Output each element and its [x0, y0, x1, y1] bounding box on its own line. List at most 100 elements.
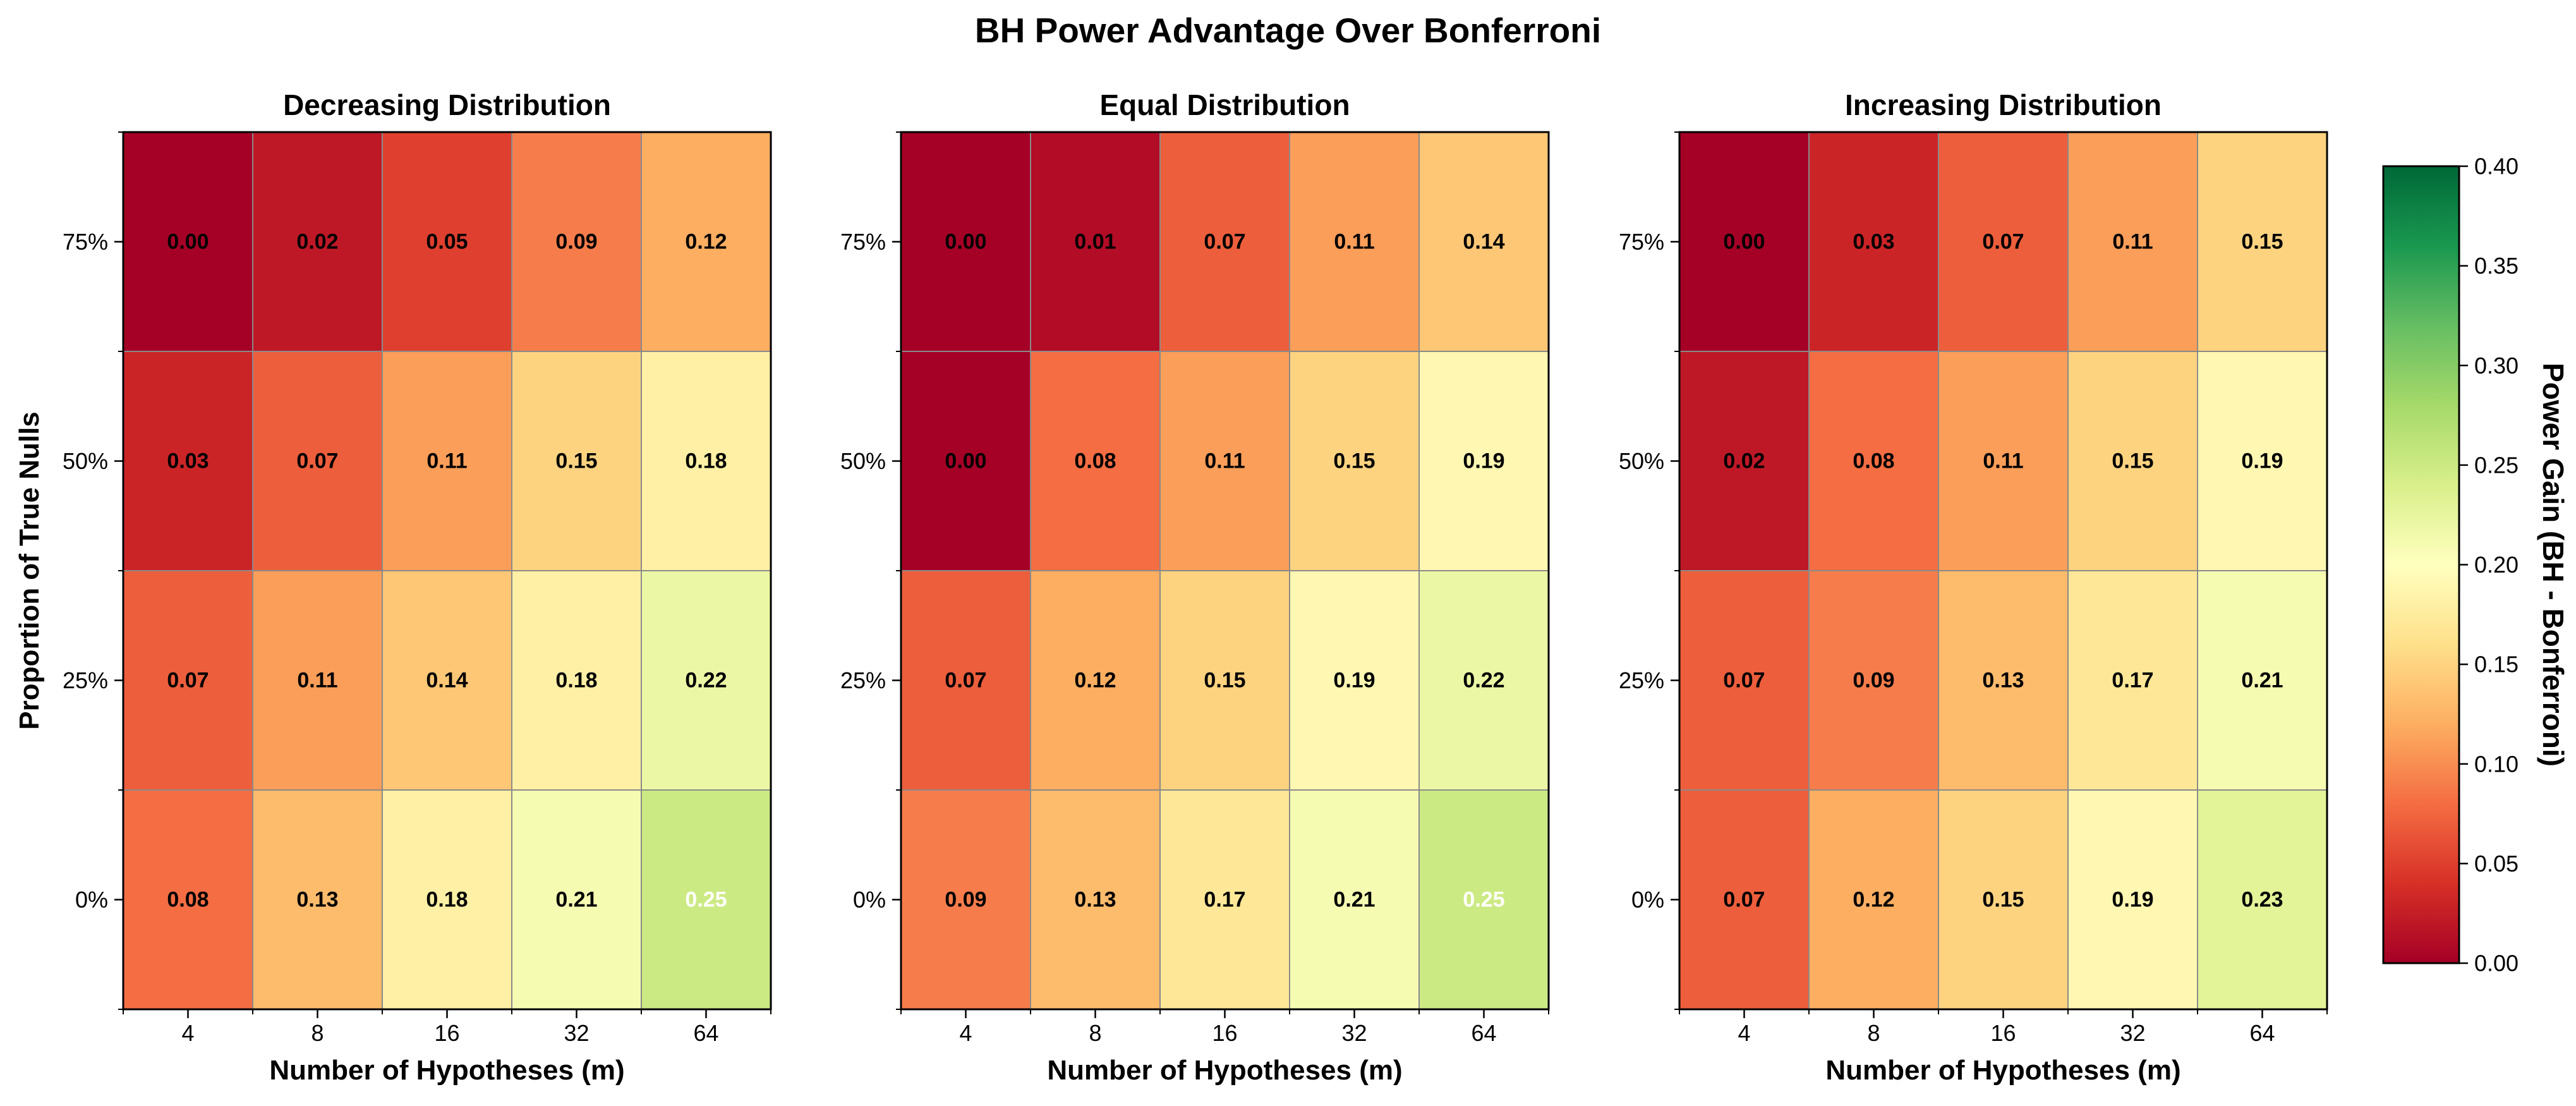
cell-value-label: 0.19 — [2112, 888, 2153, 912]
cell-value-label: 0.22 — [1463, 669, 1504, 693]
heatmap-cell — [641, 570, 771, 791]
cell-value-label: 0.25 — [685, 888, 727, 912]
cell-value-label: 0.00 — [1723, 230, 1765, 254]
cell-value-label: 0.03 — [1853, 230, 1894, 254]
x-tick-label: 64 — [2249, 1020, 2275, 1046]
cell-value-label: 0.02 — [296, 230, 338, 254]
x-tick-label: 32 — [564, 1020, 589, 1046]
cell-value-label: 0.05 — [426, 230, 468, 254]
cell-value-label: 0.09 — [555, 230, 597, 254]
heatmap-cell — [1289, 789, 1420, 1010]
cell-value-label: 0.15 — [1204, 669, 1245, 693]
y-tick-label: 25% — [63, 667, 108, 693]
cell-value-label: 0.18 — [426, 888, 468, 912]
cell-value-label: 0.21 — [555, 888, 597, 912]
y-tick-label: 50% — [840, 448, 886, 474]
y-axis-label: Proportion of True Nulls — [14, 411, 45, 730]
x-tick-label: 8 — [1867, 1020, 1880, 1046]
heatmap-cell — [2067, 570, 2198, 791]
figure-title: BH Power Advantage Over Bonferroni — [974, 11, 1602, 50]
y-tick-label: 75% — [63, 229, 108, 255]
cell-value-label: 0.12 — [1853, 888, 1894, 912]
cell-value-label: 0.19 — [1333, 669, 1375, 693]
y-tick-label: 25% — [1619, 667, 1664, 693]
heatmap-cell — [252, 570, 383, 791]
cell-value-label: 0.08 — [1074, 449, 1116, 473]
heatmap-cell — [1808, 570, 1939, 791]
cell-value-label: 0.07 — [1204, 230, 1245, 254]
cell-value-label: 0.21 — [2241, 669, 2283, 693]
cell-value-label: 0.19 — [1463, 449, 1504, 473]
heatmap-cell — [1938, 131, 2069, 352]
cell-value-label: 0.08 — [1853, 449, 1894, 473]
colorbar-tick-label: 0.35 — [2474, 253, 2519, 279]
cell-value-label: 0.09 — [1853, 669, 1894, 693]
cell-value-label: 0.07 — [1723, 888, 1765, 912]
heatmap-cell — [1679, 570, 1810, 791]
cell-value-label: 0.14 — [1463, 230, 1504, 254]
cell-value-label: 0.18 — [555, 669, 597, 693]
heatmap-cell — [511, 789, 642, 1010]
colorbar-tick-label: 0.05 — [2474, 851, 2519, 877]
x-tick-label: 32 — [2120, 1020, 2145, 1046]
cell-value-label: 0.25 — [1463, 888, 1504, 912]
y-tick-label: 25% — [840, 667, 886, 693]
colorbar-tick-label: 0.25 — [2474, 452, 2519, 478]
cell-value-label: 0.11 — [2112, 230, 2153, 254]
heatmap-cell — [2197, 351, 2328, 571]
cell-value-label: 0.11 — [426, 449, 467, 473]
colorbar-label: Power Gain (BH - Bonferroni) — [2537, 363, 2570, 767]
heatmap-cell — [1030, 570, 1161, 791]
heatmap-cell — [2197, 131, 2328, 352]
cell-value-label: 0.01 — [1074, 230, 1116, 254]
x-tick-label: 16 — [1990, 1020, 2016, 1046]
heatmap-cell — [1289, 131, 1420, 352]
cell-value-label: 0.14 — [426, 669, 468, 693]
heatmap-cell — [1289, 351, 1420, 571]
heatmap-cell — [1679, 351, 1810, 571]
colorbar-tick-label: 0.40 — [2474, 154, 2519, 179]
heatmap-cell — [900, 789, 1031, 1010]
cell-value-label: 0.00 — [945, 449, 986, 473]
cell-value-label: 0.11 — [1983, 449, 2023, 473]
x-tick-label: 8 — [311, 1020, 324, 1046]
cell-value-label: 0.15 — [1333, 449, 1375, 473]
cell-value-label: 0.11 — [1334, 230, 1374, 254]
x-axis-label: Number of Hypotheses (m) — [269, 1055, 624, 1086]
cell-value-label: 0.07 — [1723, 669, 1765, 693]
cell-value-label: 0.12 — [1074, 669, 1116, 693]
x-tick-label: 16 — [1212, 1020, 1237, 1046]
colorbar-tick-label: 0.20 — [2474, 552, 2519, 578]
cell-value-label: 0.00 — [945, 230, 986, 254]
cell-value-label: 0.22 — [685, 669, 727, 693]
cell-value-label: 0.19 — [2241, 449, 2283, 473]
colorbar-tick-label: 0.15 — [2474, 652, 2519, 678]
heatmap-cell — [382, 789, 512, 1010]
colorbar-tick-label: 0.10 — [2474, 751, 2519, 777]
cell-value-label: 0.13 — [1074, 888, 1116, 912]
cell-value-label: 0.08 — [167, 888, 209, 912]
cell-value-label: 0.15 — [2241, 230, 2283, 254]
y-tick-label: 0% — [1631, 887, 1664, 913]
heatmap-cell — [1808, 789, 1939, 1010]
cell-value-label: 0.03 — [167, 449, 209, 473]
x-axis-label: Number of Hypotheses (m) — [1047, 1055, 1402, 1086]
cell-value-label: 0.11 — [1204, 449, 1245, 473]
x-tick-label: 32 — [1341, 1020, 1367, 1046]
cell-value-label: 0.12 — [685, 230, 727, 254]
heatmap-cell — [1159, 789, 1290, 1010]
heatmap-cell — [2067, 351, 2198, 571]
cell-value-label: 0.23 — [2241, 888, 2283, 912]
y-tick-label: 75% — [1619, 229, 1664, 255]
heatmap-cell — [2067, 131, 2198, 352]
heatmap-cell — [1159, 351, 1290, 571]
heatmap-cell — [382, 570, 512, 791]
heatmap-cell — [1679, 131, 1810, 352]
x-tick-label: 64 — [693, 1020, 718, 1046]
x-tick-label: 8 — [1089, 1020, 1101, 1046]
heatmap-cell — [252, 789, 383, 1010]
y-tick-label: 0% — [853, 887, 886, 913]
cell-value-label: 0.11 — [297, 669, 337, 693]
heatmap-cell — [511, 570, 642, 791]
